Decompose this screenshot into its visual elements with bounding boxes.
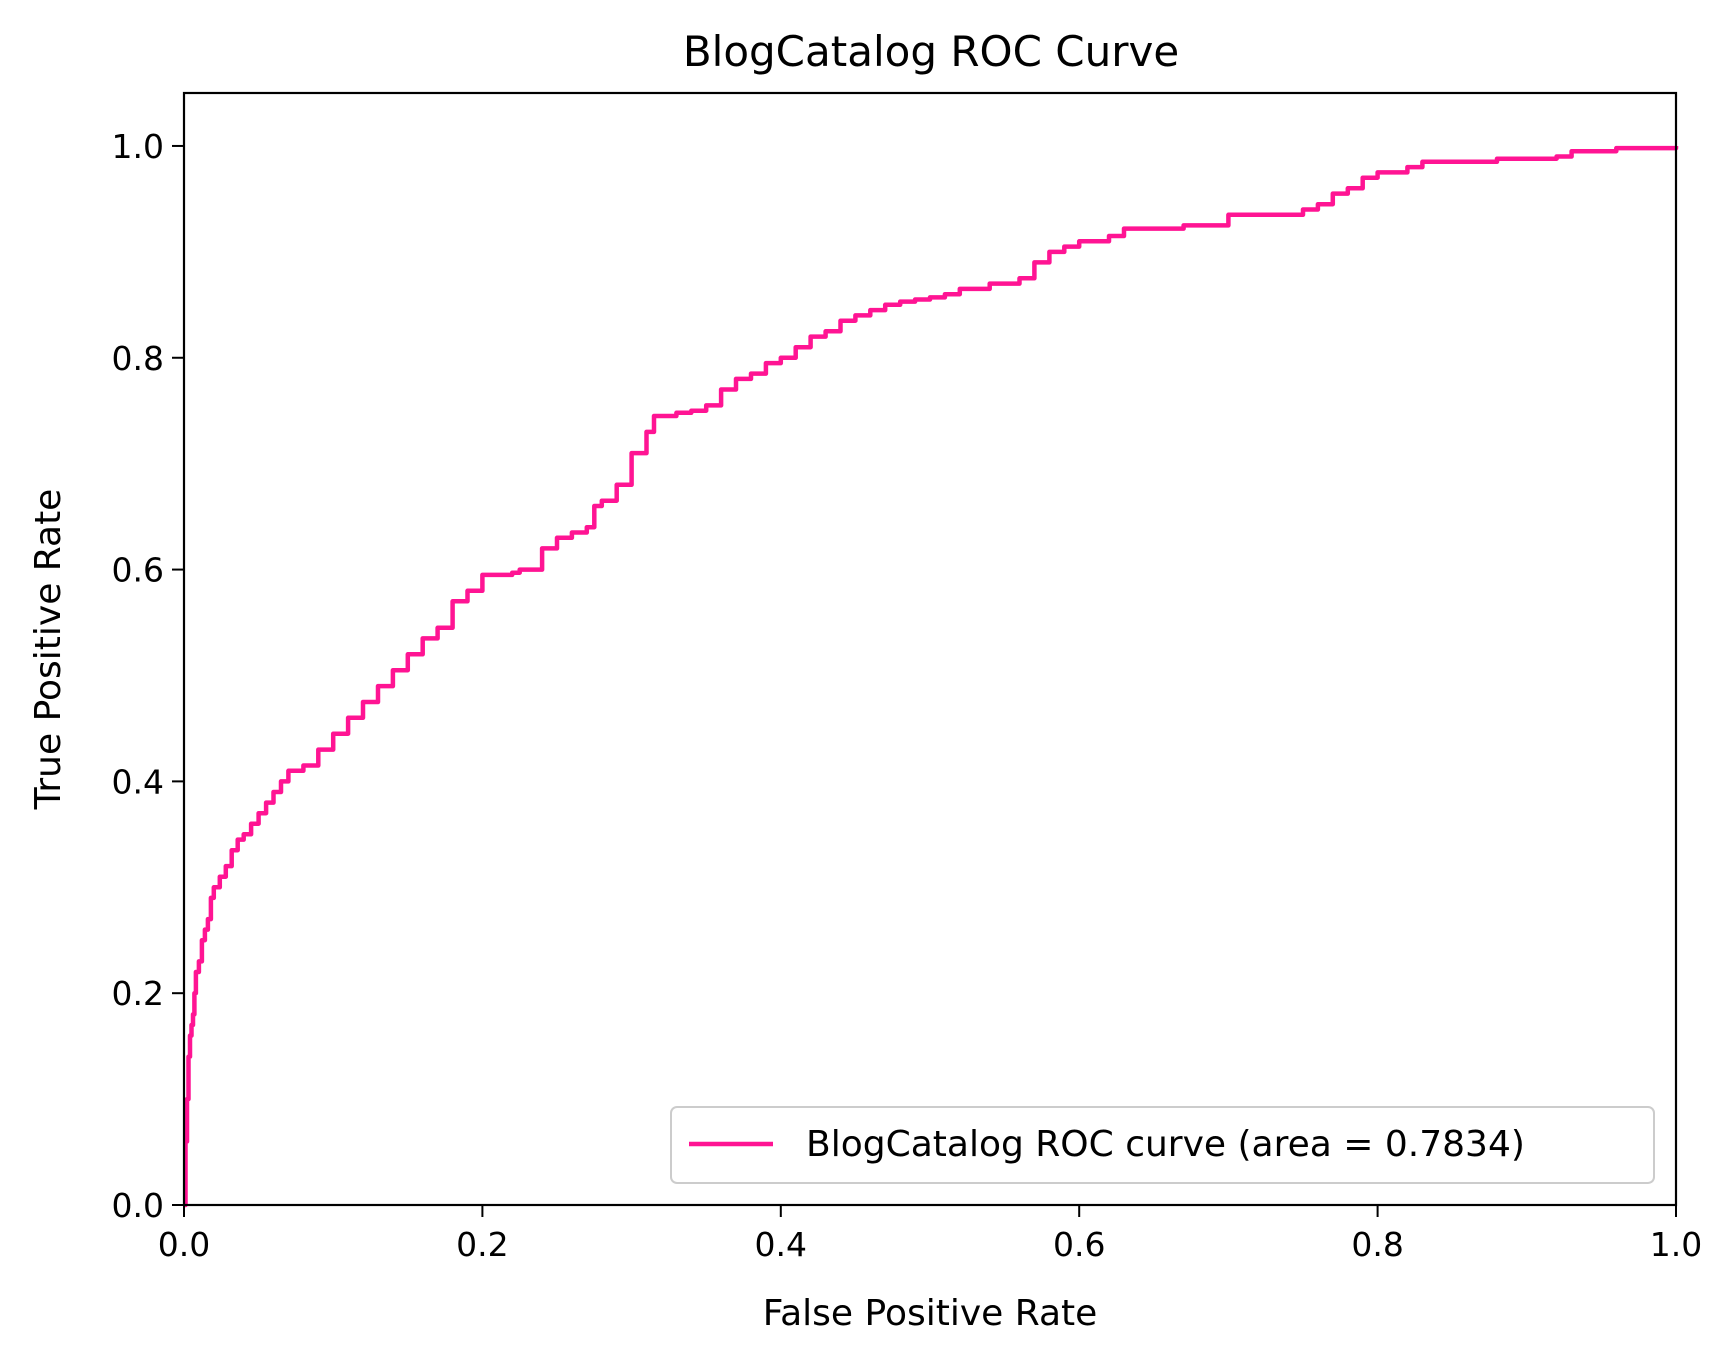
chart-title: BlogCatalog ROC Curve [683,27,1179,76]
y-tick-label: 0.4 [112,762,164,801]
y-axis-ticks: 0.0 0.2 0.4 0.6 0.8 1.0 [112,127,184,1225]
x-axis-ticks: 0.0 0.2 0.4 0.6 0.8 1.0 [158,1205,1702,1264]
x-axis-label: False Positive Rate [763,1293,1098,1334]
legend-label: BlogCatalog ROC curve (area = 0.7834) [806,1124,1525,1165]
x-tick-label: 1.0 [1650,1225,1702,1264]
y-tick-label: 0.0 [112,1186,164,1225]
x-tick-label: 0.0 [158,1225,210,1264]
plot-area [182,91,1679,1208]
roc-curve-line [183,145,1679,1208]
x-tick-label: 0.6 [1053,1225,1105,1264]
axes-frame [182,91,1678,1207]
legend-frame [670,1106,1655,1184]
x-tick-label: 0.4 [755,1225,807,1264]
legend: BlogCatalog ROC curve (area = 0.7834) [670,1106,1655,1184]
x-tick-label: 0.2 [456,1225,508,1264]
x-tick-label: 0.8 [1351,1225,1403,1264]
y-tick-label: 1.0 [112,127,164,166]
y-tick-label: 0.8 [112,339,164,378]
y-tick-label: 0.2 [112,974,164,1013]
y-tick-label: 0.6 [112,551,164,590]
y-axis-label: True Positive Rate [28,489,69,811]
